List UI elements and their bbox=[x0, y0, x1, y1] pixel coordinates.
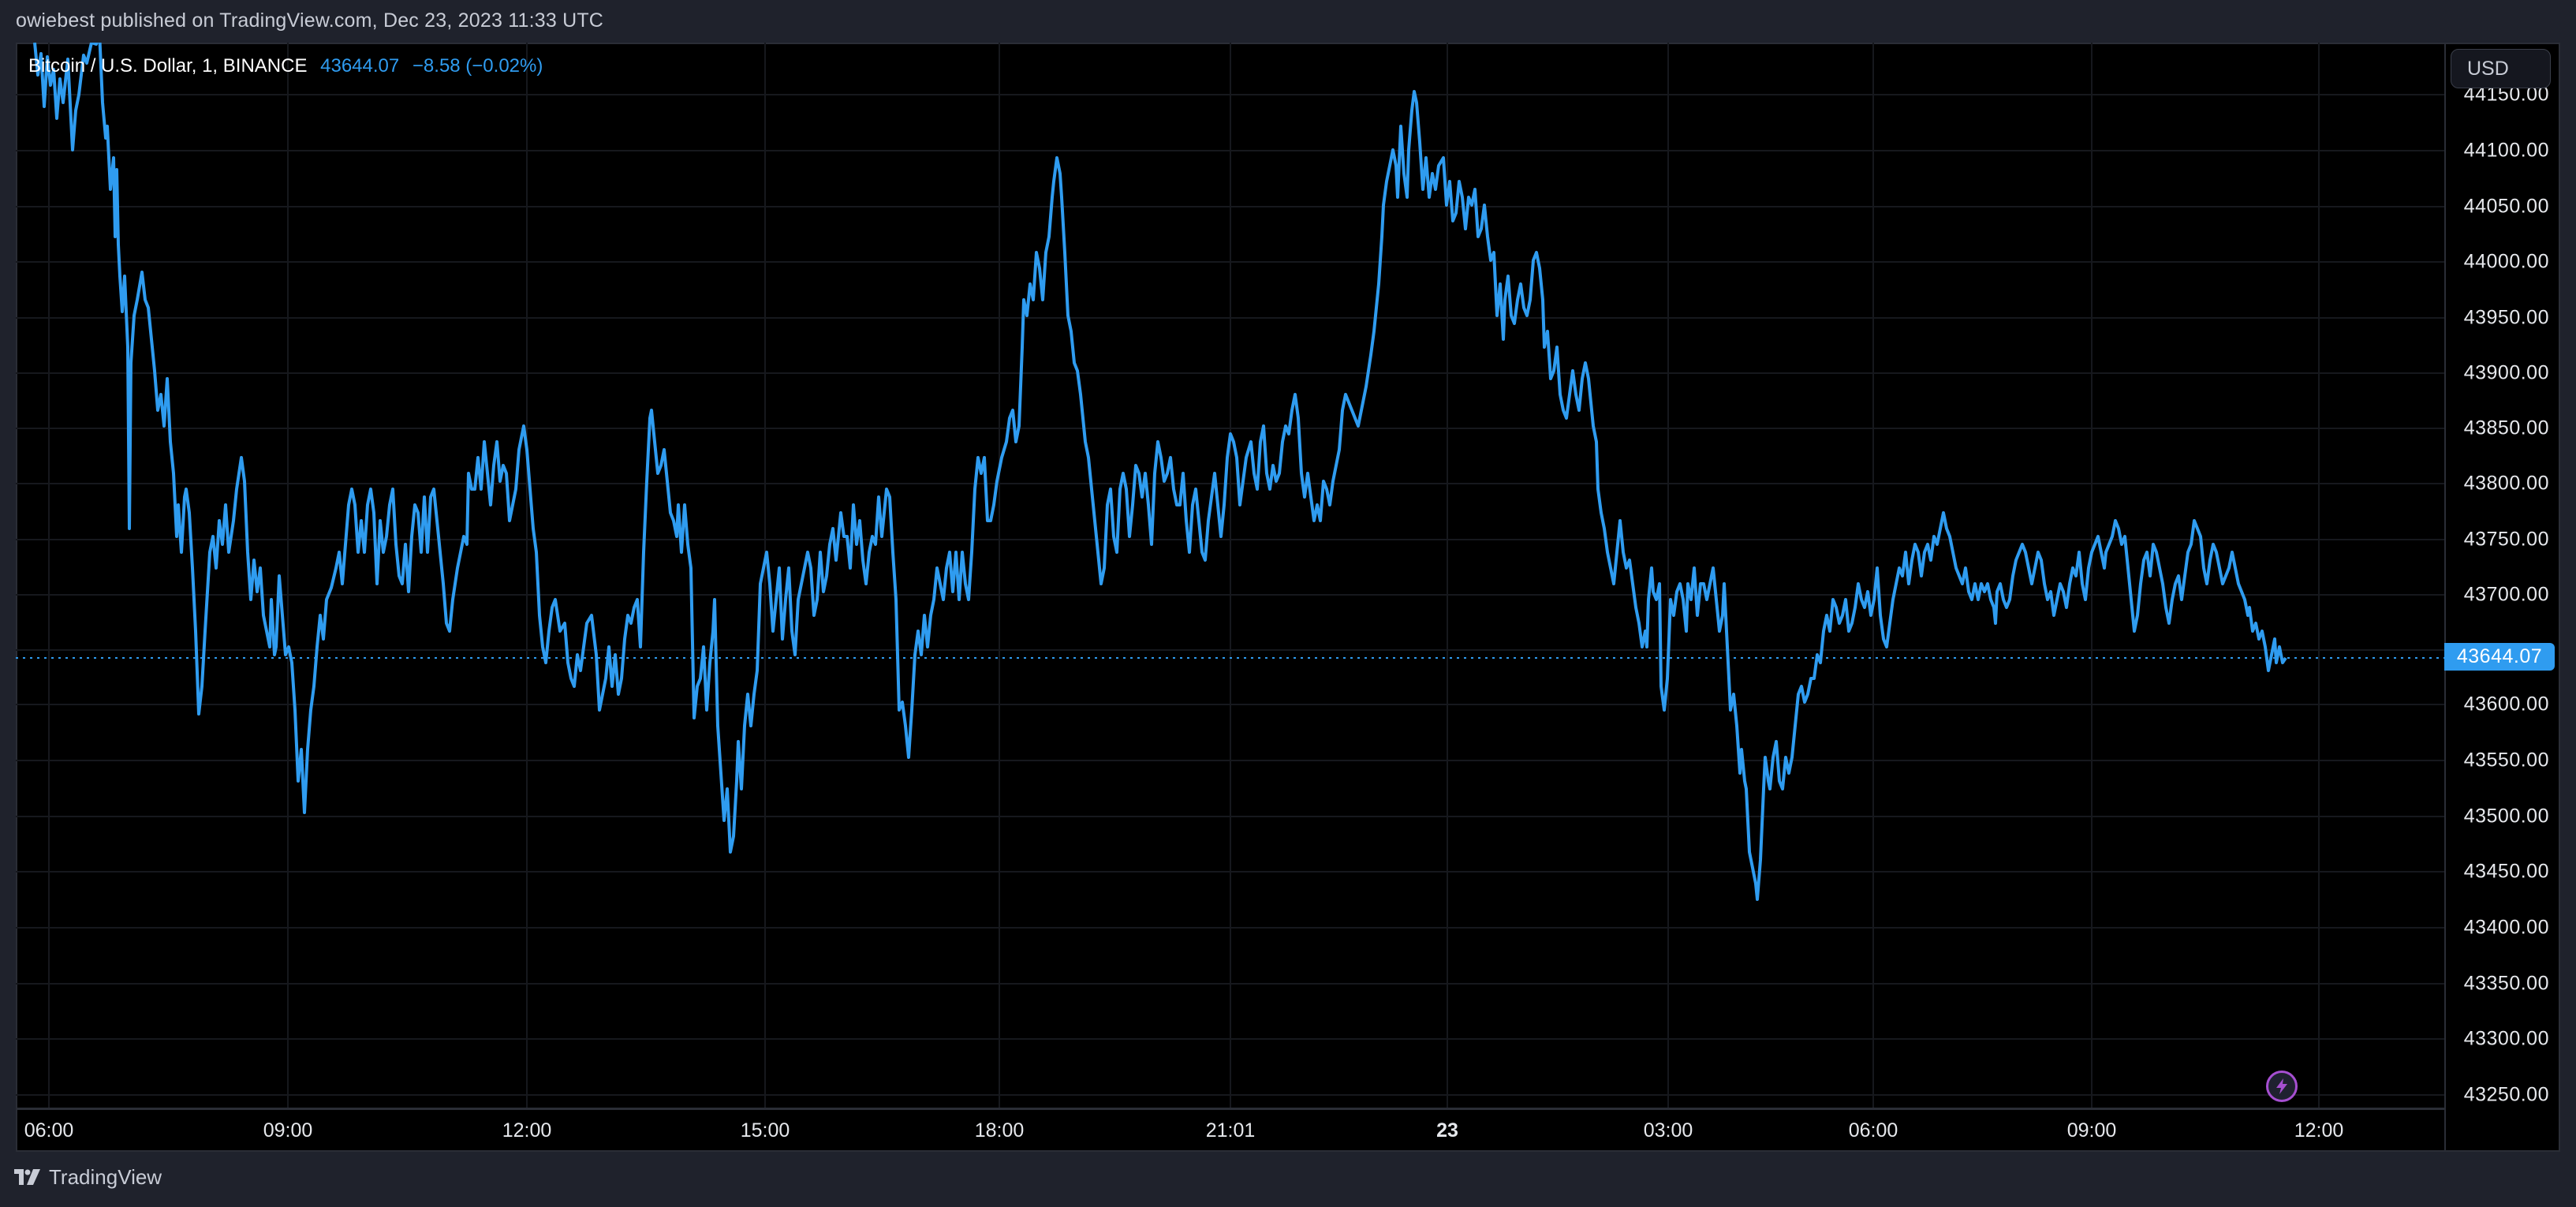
price-tick: 43400.00 bbox=[2463, 916, 2549, 939]
price-tick: 43450.00 bbox=[2463, 860, 2549, 883]
time-tick: 09:00 bbox=[263, 1119, 313, 1142]
time-axis[interactable]: 06:00 09:00 12:00 15:00 18:00 21:01 23 0… bbox=[16, 1108, 2444, 1152]
price-tick: 43700.00 bbox=[2463, 583, 2549, 606]
price-tick: 43900.00 bbox=[2463, 361, 2549, 384]
price-tick: 43750.00 bbox=[2463, 528, 2549, 551]
symbol-title: Bitcoin / U.S. Dollar, 1, BINANCE bbox=[28, 55, 308, 77]
price-tick: 43350.00 bbox=[2463, 972, 2549, 995]
time-tick: 06:00 bbox=[24, 1119, 74, 1142]
price-tick: 44050.00 bbox=[2463, 195, 2549, 218]
last-value: 43644.07 bbox=[320, 55, 400, 77]
price-tick: 43300.00 bbox=[2463, 1027, 2549, 1050]
time-tick: 09:00 bbox=[2066, 1119, 2117, 1142]
time-tick: 21:01 bbox=[1205, 1119, 1256, 1142]
currency-button[interactable]: USD bbox=[2451, 49, 2551, 88]
price-line bbox=[33, 43, 2287, 901]
price-tick: 43500.00 bbox=[2463, 805, 2549, 828]
price-chart-svg bbox=[16, 43, 2444, 1108]
last-price-badge: 43644.07 bbox=[2444, 643, 2555, 671]
footer-brand: TradingView bbox=[49, 1165, 162, 1189]
price-tick: 43600.00 bbox=[2463, 693, 2549, 716]
time-tick: 18:00 bbox=[974, 1119, 1025, 1142]
chart-frame bbox=[16, 43, 2560, 1152]
time-tick-day: 23 bbox=[1436, 1119, 1458, 1142]
chart-legend: Bitcoin / U.S. Dollar, 1, BINANCE 43644.… bbox=[28, 55, 543, 77]
price-tick: 43550.00 bbox=[2463, 749, 2549, 772]
price-tick: 43250.00 bbox=[2463, 1083, 2549, 1106]
price-tick: 44000.00 bbox=[2463, 250, 2549, 273]
price-tick: 44100.00 bbox=[2463, 139, 2549, 162]
lightning-bolt-icon[interactable] bbox=[2266, 1071, 2298, 1102]
published-caption: owiebest published on TradingView.com, D… bbox=[16, 9, 604, 32]
price-tick: 43950.00 bbox=[2463, 306, 2549, 329]
footer: TradingView bbox=[14, 1165, 162, 1190]
vertical-gridlines bbox=[48, 43, 2320, 1108]
time-tick: 03:00 bbox=[1643, 1119, 1693, 1142]
price-axis[interactable]: 44150.00 44100.00 44050.00 44000.00 4395… bbox=[2444, 43, 2560, 1152]
change-value: −8.58 (−0.02%) bbox=[412, 55, 543, 77]
price-tick: 43850.00 bbox=[2463, 417, 2549, 439]
time-tick: 12:00 bbox=[502, 1119, 552, 1142]
tradingview-logo-icon bbox=[14, 1168, 40, 1185]
price-tick: 43800.00 bbox=[2463, 472, 2549, 495]
time-tick: 15:00 bbox=[740, 1119, 790, 1142]
chart-plot-area[interactable] bbox=[16, 43, 2444, 1108]
time-tick: 12:00 bbox=[2294, 1119, 2344, 1142]
time-tick: 06:00 bbox=[1848, 1119, 1898, 1142]
